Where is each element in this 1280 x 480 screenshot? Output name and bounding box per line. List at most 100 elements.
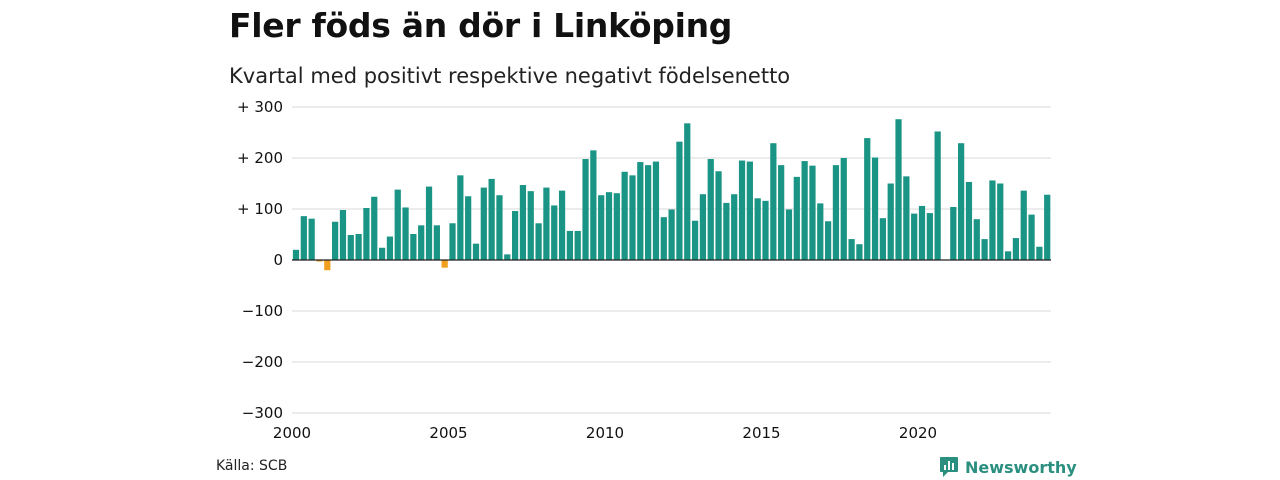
bar-2021-Q3 [965, 181, 973, 260]
bar-2023-Q2 [1020, 190, 1027, 260]
bar-2017-Q4 [848, 239, 855, 260]
bar-2018-Q3 [871, 157, 879, 260]
y-tick-label: + 200 [237, 149, 283, 167]
bar-2009-Q4 [598, 195, 605, 260]
x-tick-label: 2010 [586, 424, 624, 442]
bar-2019-Q3 [903, 176, 910, 260]
bar-2004-Q3 [433, 225, 440, 260]
bar-2023-Q3 [1028, 214, 1035, 260]
bar-2008-Q1 [543, 187, 550, 260]
bar-2022-Q4 [1004, 251, 1012, 260]
bar-2015-Q2 [770, 143, 777, 260]
bar-2008-Q3 [558, 190, 566, 260]
x-tick-label: 2020 [899, 424, 937, 442]
bar-2008-Q4 [566, 230, 573, 260]
bar-2011-Q1 [637, 162, 644, 260]
bar-2021-Q4 [973, 219, 980, 260]
bar-2016-Q2 [801, 161, 808, 260]
bar-2012-Q2 [676, 141, 683, 260]
bar-2017-Q1 [825, 221, 832, 260]
bar-2009-Q2 [582, 159, 589, 260]
chart-subtitle: Kvartal med positivt respektive negativt… [229, 64, 791, 88]
bar-2013-Q2 [707, 159, 714, 260]
bar-2005-Q2 [457, 175, 464, 260]
bar-2007-Q2 [519, 185, 527, 260]
bar-2016-Q1 [793, 176, 800, 260]
bar-2013-Q3 [715, 171, 722, 260]
bar-2013-Q1 [699, 194, 707, 260]
bar-2001-Q4 [347, 235, 354, 260]
bar-2012-Q4 [691, 220, 699, 260]
bar-2010-Q3 [621, 171, 628, 260]
bar-2009-Q3 [590, 150, 597, 260]
bar-2024-Q1 [1044, 194, 1051, 260]
bar-2012-Q3 [684, 123, 691, 260]
bar-2001-Q1 [324, 260, 331, 271]
y-tick-label: −100 [242, 302, 283, 320]
bar-2014-Q4 [754, 198, 761, 260]
bar-2005-Q3 [465, 196, 472, 260]
bar-2007-Q4 [535, 223, 542, 260]
bar-2003-Q4 [410, 233, 417, 260]
bar-2015-Q3 [778, 165, 785, 260]
bar-2020-Q3 [934, 131, 941, 260]
bar-2003-Q2 [394, 189, 401, 260]
bar-2006-Q3 [496, 195, 503, 260]
bar-2006-Q1 [480, 187, 487, 260]
bar-2010-Q4 [629, 175, 636, 260]
bar-2016-Q3 [809, 165, 816, 260]
source-note: Källa: SCB [216, 458, 288, 474]
bar-2003-Q1 [386, 236, 394, 260]
bar-2000-Q3 [308, 218, 315, 260]
bar-2022-Q1 [981, 239, 988, 260]
bar-2018-Q1 [856, 244, 863, 260]
bar-2022-Q3 [997, 183, 1004, 260]
brand-name: Newsworthy [965, 457, 1077, 477]
bar-2005-Q1 [449, 223, 456, 260]
y-tick-label: + 300 [237, 98, 283, 116]
bar-2014-Q1 [731, 194, 738, 260]
bar-2018-Q4 [879, 218, 886, 260]
bar-2011-Q3 [652, 161, 660, 260]
bar-2011-Q4 [660, 217, 667, 260]
bar-2008-Q2 [551, 205, 558, 260]
bar-2000-Q4 [316, 260, 323, 262]
bar-2023-Q4 [1036, 246, 1043, 260]
y-tick-label: + 100 [237, 200, 283, 218]
bar-2019-Q1 [887, 183, 894, 260]
bar-2000-Q1 [292, 249, 300, 260]
bar-2004-Q4 [441, 260, 448, 268]
bar-2021-Q2 [958, 143, 965, 260]
bar-2000-Q2 [300, 216, 307, 260]
x-tick-label: 2005 [429, 424, 467, 442]
bar-2019-Q2 [895, 119, 902, 261]
newsworthy-logo-icon [940, 457, 958, 477]
bar-2020-Q2 [926, 213, 933, 260]
bar-2005-Q4 [472, 243, 480, 260]
x-tick-label: 2000 [273, 424, 311, 442]
bar-2006-Q2 [488, 178, 495, 260]
bar-2010-Q1 [605, 192, 613, 260]
bar-2004-Q1 [418, 225, 425, 260]
y-tick-label: 0 [273, 251, 283, 269]
bar-2009-Q1 [574, 230, 581, 260]
bar-2014-Q3 [746, 161, 753, 260]
axes: + 300 + 200 + 100 0 −100 −200 −300 2000 2005 2010… [237, 98, 1051, 442]
bar-2010-Q2 [613, 193, 620, 260]
brand[interactable]: Newsworthy [939, 456, 1077, 478]
bar-2016-Q4 [817, 203, 824, 260]
bar-2004-Q2 [425, 186, 433, 260]
bar-2002-Q2 [363, 207, 370, 260]
bar-2007-Q3 [527, 191, 534, 260]
bar-2012-Q1 [668, 209, 675, 260]
bar-2022-Q2 [989, 180, 996, 260]
bars [292, 119, 1051, 271]
bar-2019-Q4 [911, 213, 918, 260]
bar-2014-Q2 [738, 160, 746, 260]
bar-2001-Q3 [339, 210, 347, 260]
bar-2006-Q4 [504, 254, 511, 260]
x-tick-label: 2015 [742, 424, 780, 442]
bar-2015-Q4 [785, 209, 793, 260]
bar-2018-Q2 [864, 138, 871, 260]
